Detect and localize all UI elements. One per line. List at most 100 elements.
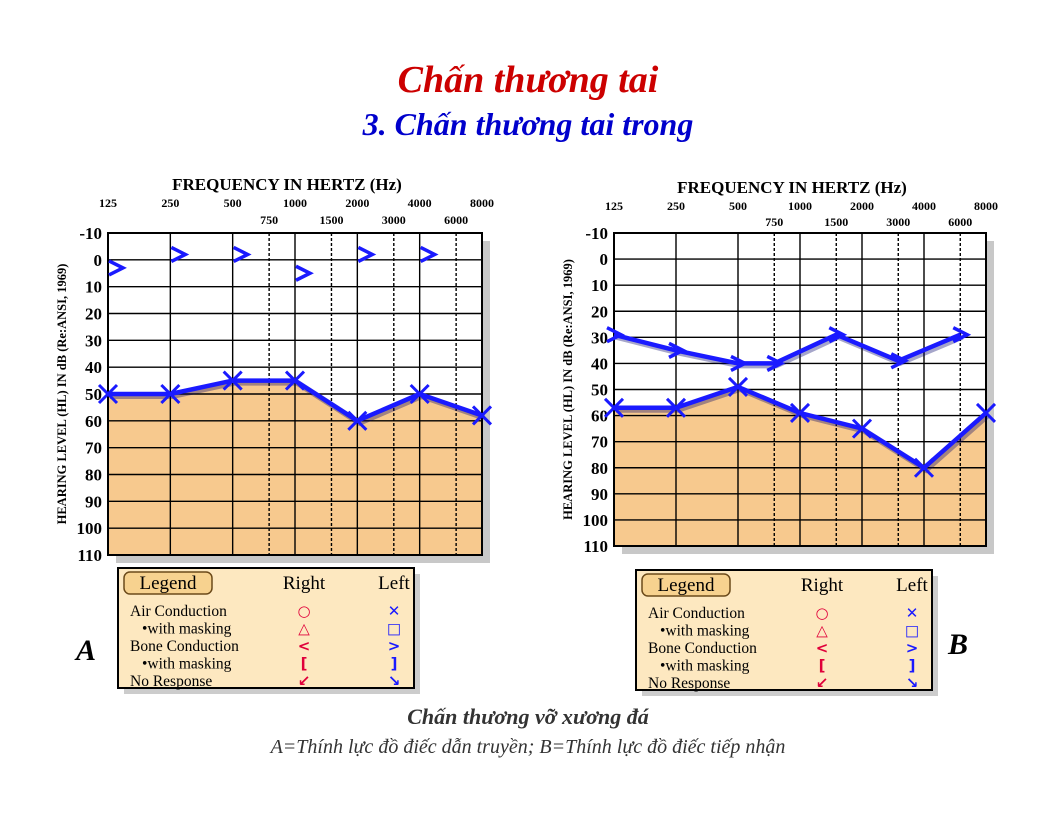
- y-axis-title: HEARING LEVEL (HL) IN dB (Re:ANSI, 1969): [561, 259, 575, 520]
- page-title: Chấn thương tai: [397, 59, 659, 101]
- x-tick-label: 1000: [788, 199, 812, 213]
- legend-symbol-right: [: [301, 655, 308, 673]
- y-tick-label: 80: [85, 466, 102, 485]
- y-tick-label: 30: [85, 331, 102, 350]
- legend-title-tab: [641, 573, 731, 597]
- x-tick-label: 250: [667, 199, 685, 213]
- marker-bone-left: [170, 245, 190, 264]
- caption-title: Chấn thương vỡ xương đá: [407, 704, 649, 729]
- legend-symbol-right: ○: [815, 604, 828, 622]
- marker-x: [665, 397, 687, 418]
- legend-symbol-right: ↙: [816, 674, 829, 692]
- marker-x: [603, 397, 625, 418]
- legend-symbol-left: □: [387, 620, 401, 638]
- legend-symbol-left: ✕: [388, 602, 401, 620]
- legend-symbol-left: ]: [391, 655, 398, 673]
- y-tick-label: 100: [77, 519, 103, 538]
- legend-row-label: •with masking: [142, 656, 232, 673]
- legend-row-label: •with masking: [142, 621, 232, 638]
- x-axis-title: FREQUENCY IN HERTZ (Hz): [677, 178, 907, 197]
- y-tick-label: 100: [583, 511, 609, 530]
- marker-x: [284, 370, 306, 391]
- legend-row-label: Air Conduction: [130, 603, 227, 620]
- y-tick-label: 0: [600, 250, 609, 269]
- legend-col-right: Right: [283, 573, 326, 594]
- x-tick-label-mid: 6000: [948, 215, 972, 229]
- marker-bone-left: [668, 341, 687, 359]
- legend-row-label: Bone Conduction: [648, 640, 757, 657]
- legend-symbol-right: <: [298, 637, 311, 655]
- marker-bone-left: [730, 354, 749, 372]
- marker-bone-left: [295, 264, 314, 282]
- marker-bone-left: [419, 245, 439, 264]
- x-tick-label-mid: 3000: [886, 215, 910, 229]
- y-tick-label: 50: [591, 381, 608, 400]
- legend-title: Legend: [140, 573, 197, 594]
- x-tick-label-mid: 1500: [824, 215, 848, 229]
- legend-symbol-left: ✕: [906, 604, 919, 622]
- marker-bone-left: [952, 326, 972, 344]
- legend-title: Legend: [658, 575, 715, 596]
- y-tick-label: 60: [591, 407, 608, 426]
- y-tick-label: 10: [85, 278, 102, 297]
- legend-symbol-left: >: [388, 637, 401, 655]
- y-tick-label: 70: [85, 439, 102, 458]
- marker-bone-left: [108, 259, 127, 277]
- marker-x: [222, 370, 243, 391]
- legend-symbol-right: △: [816, 622, 828, 640]
- x-tick-label: 8000: [974, 199, 998, 213]
- x-tick-label-mid: 750: [765, 215, 783, 229]
- x-tick-label: 125: [605, 199, 623, 213]
- legend-symbol-left: >: [906, 639, 919, 657]
- y-tick-label: 50: [85, 385, 102, 404]
- grid-border: [613, 232, 987, 547]
- marker-x: [160, 383, 181, 405]
- legend-symbol-left: ↘: [388, 672, 401, 690]
- audiogram-a: -10 0 10 20 30 40 50 60 70 80 90 100 110 125 250 500 100…: [55, 175, 494, 565]
- y-tick-label: 110: [583, 537, 608, 556]
- panel-label-b: B: [948, 628, 969, 661]
- marker-x: [851, 418, 873, 439]
- legend-row-label: Air Conduction: [648, 605, 745, 622]
- y-tick-label: 40: [85, 358, 102, 377]
- legend-symbol-right: <: [816, 639, 829, 657]
- x-tick-label: 500: [729, 199, 747, 213]
- x-tick-label-mid: 3000: [382, 213, 406, 227]
- x-tick-label: 2000: [345, 196, 369, 210]
- legend-symbol-right: △: [298, 620, 310, 638]
- marker-x: [471, 405, 493, 426]
- legend-b: Legend Right Left Air Conduction ○ ✕ •with mas…: [635, 569, 938, 696]
- y-tick-label: 90: [591, 485, 608, 504]
- x-tick-label: 1000: [283, 196, 307, 210]
- marker-x: [913, 457, 935, 478]
- legend-col-left: Left: [378, 573, 410, 594]
- marker-x: [409, 383, 430, 405]
- legend-row-label: No Response: [648, 675, 730, 692]
- legend-title-tab: [123, 571, 213, 595]
- y-axis-title: HEARING LEVEL (HL) IN dB (Re:ANSI, 1969): [55, 264, 69, 525]
- y-tick-label: 10: [591, 276, 608, 295]
- x-tick-label-mid: 6000: [444, 213, 468, 227]
- legend-symbol-left: □: [905, 622, 919, 640]
- marker-bone-left: [232, 245, 252, 264]
- x-tick-label: 4000: [408, 196, 432, 210]
- x-tick-label: 8000: [470, 196, 494, 210]
- marker-x: [727, 376, 749, 397]
- marker-bone-left: [828, 326, 848, 344]
- y-tick-label: 40: [591, 354, 608, 373]
- legend-symbol-left: ]: [909, 657, 916, 675]
- y-tick-label: 110: [77, 546, 102, 565]
- marker-x: [789, 402, 811, 424]
- marker-bone-left: [890, 352, 910, 370]
- marker-bone-left: [357, 245, 377, 264]
- marker-x: [975, 402, 997, 424]
- y-tick-label: 90: [85, 492, 102, 511]
- legend-symbol-left: ↘: [906, 674, 919, 692]
- y-tick-label: -10: [585, 224, 608, 243]
- y-tick-label: 80: [591, 459, 608, 478]
- x-axis-title: FREQUENCY IN HERTZ (Hz): [172, 175, 402, 194]
- y-tick-label: 20: [85, 305, 102, 324]
- legend-col-left: Left: [896, 575, 928, 596]
- legend-row-label: No Response: [130, 673, 212, 690]
